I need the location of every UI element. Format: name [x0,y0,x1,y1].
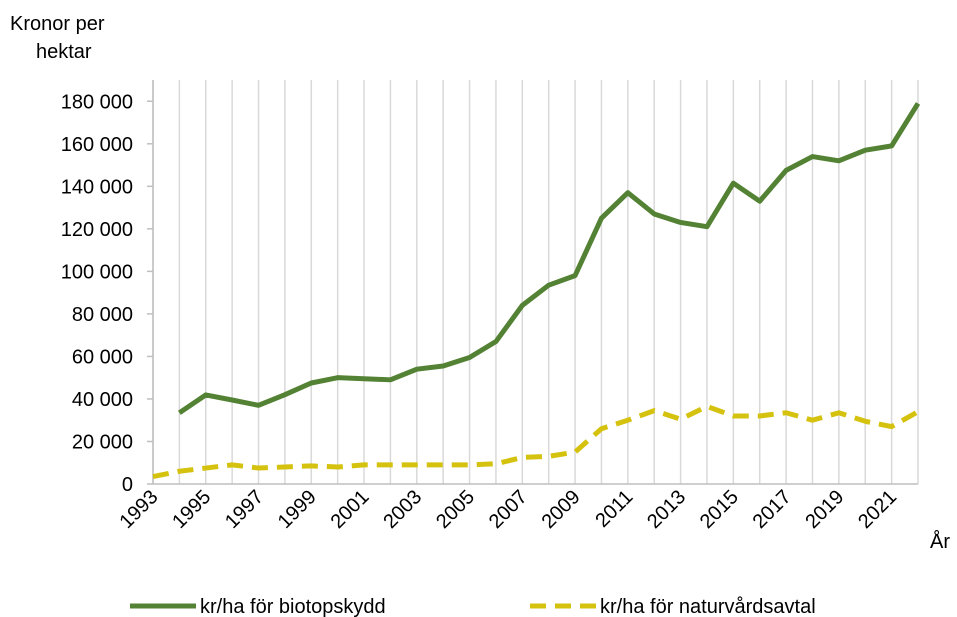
x-tick-label: 2013 [643,486,690,533]
y-tick-label: 80 000 [72,304,133,326]
x-tick-label: 2021 [854,486,901,533]
y-tick-label: 40 000 [72,389,133,411]
y-axis-label: Kronor per [10,13,105,35]
legend-label: kr/ha för biotopskydd [200,596,386,617]
x-tick-label: 2011 [591,486,637,532]
y-tick-label: 0 [122,474,133,496]
y-tick-label: 60 000 [72,346,133,368]
line-series [177,102,921,415]
x-tick-label: 2017 [749,486,796,533]
x-tick-label: 2005 [432,486,479,533]
x-tick-label: 2003 [379,486,426,533]
x-tick-label: 1995 [168,486,215,533]
y-tick-label: 120 000 [61,219,133,241]
x-tick-label: 2007 [485,486,532,533]
y-axis-label: hektar [36,41,92,63]
x-tick-label: 1999 [274,486,321,533]
x-tick-label: 2015 [696,486,743,533]
y-tick-label: 20 000 [72,431,133,453]
x-tick-label: 2009 [538,486,585,533]
line-series [152,403,920,480]
y-tick-label: 160 000 [61,134,133,156]
y-tick-label: 180 000 [61,91,133,113]
y-tick-label: 100 000 [61,261,133,283]
x-axis-label: År [930,530,950,553]
y-tick-label: 140 000 [61,176,133,198]
x-tick-label: 2019 [801,486,848,533]
x-tick-label: 2001 [327,486,374,533]
x-tick-label: 1997 [221,486,268,533]
legend-label: kr/ha för naturvårdsavtal [600,596,816,617]
